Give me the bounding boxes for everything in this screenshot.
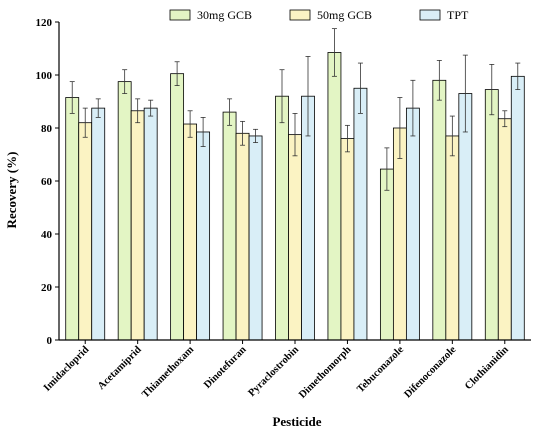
x-tick-label: Dimethomorph [297,344,354,401]
x-tick-label: Dinotefuran [202,344,249,391]
bar [353,87,368,341]
bar [510,75,525,341]
bar [497,118,512,341]
x-tick-label: Pyraclostrobin [246,344,301,399]
x-tick-label: Imidacloprid [42,344,92,394]
x-tick-label: Difenoconazole [402,344,458,400]
bar [340,138,355,341]
legend: 30mg GCB 50mg GCB TPT [169,8,469,22]
bar [65,97,80,341]
bar [445,135,460,341]
bar [288,134,302,341]
bar [170,73,185,341]
bar [143,107,158,341]
bar [327,52,342,341]
x-tick-label: Thiamethoxam [140,344,196,400]
bar [405,107,420,341]
y-tick-label: 60 [41,176,53,188]
bar [392,127,407,341]
bars-layer [65,28,525,341]
y-tick-label: 20 [41,282,53,294]
legend-label: 30mg GCB [197,8,252,22]
x-tick-label: Acetamiprid [96,344,144,392]
y-tick-label: 100 [36,70,53,82]
bar [78,122,93,341]
x-tick-label: Clothianidin [463,344,511,392]
x-axis-title: Pesticide [272,414,321,429]
x-tick-label: Tebuconazole [355,344,406,395]
bar [484,89,499,341]
bar [130,110,145,341]
legend-label: TPT [447,8,469,22]
bar [91,107,106,341]
bar [222,111,237,341]
bar [248,135,263,341]
legend-swatch [289,9,311,21]
y-tick-label: 80 [41,123,53,135]
y-tick-label: 120 [36,17,53,29]
bar [432,79,447,341]
legend-swatch [169,9,191,21]
bar [117,81,132,341]
legend-label: 50mg GCB [317,8,372,22]
y-tick-label: 40 [41,229,53,241]
bar [196,131,211,341]
legend-swatch [419,9,441,21]
bar [183,123,198,341]
bar [235,132,250,341]
bar [379,168,394,341]
y-tick-label: 0 [47,335,53,347]
bar [275,95,289,341]
y-axis-title: Recovery (%) [4,152,19,229]
